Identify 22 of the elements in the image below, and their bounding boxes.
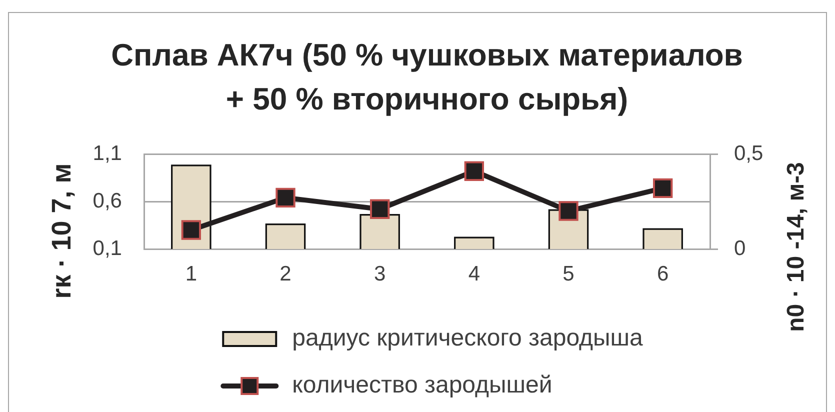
- legend-label: радиус критического зародыша: [292, 324, 644, 352]
- y2-axis-title: n0 · 10 -14, м-3: [782, 162, 810, 332]
- x-tick-label: 1: [185, 262, 198, 286]
- y2-tick-label: 0: [734, 236, 746, 260]
- y-axis-title: rк · 10 7, м: [46, 163, 76, 299]
- legend-label: количество зародышей: [292, 372, 552, 399]
- x-tick-label: 6: [656, 262, 669, 286]
- point: [652, 178, 673, 198]
- y2-tick-label: 0,5: [734, 142, 764, 165]
- point: [370, 199, 390, 219]
- point: [558, 201, 578, 221]
- x-tick-label: 4: [468, 262, 480, 286]
- y-tick-label: 0,1: [92, 236, 122, 260]
- y-tick-label: 0,6: [92, 189, 122, 212]
- point: [276, 188, 296, 208]
- point: [464, 161, 484, 181]
- chart-title: Сплав АК7ч (50 % чушковых материалов + 50 % вторичного сырья): [111, 38, 743, 117]
- point: [181, 220, 202, 240]
- y-tick-label: 1,1: [92, 142, 122, 165]
- x-tick-label: 5: [562, 262, 574, 286]
- x-tick-label: 3: [374, 262, 386, 286]
- x-tick-label: 2: [280, 262, 292, 286]
